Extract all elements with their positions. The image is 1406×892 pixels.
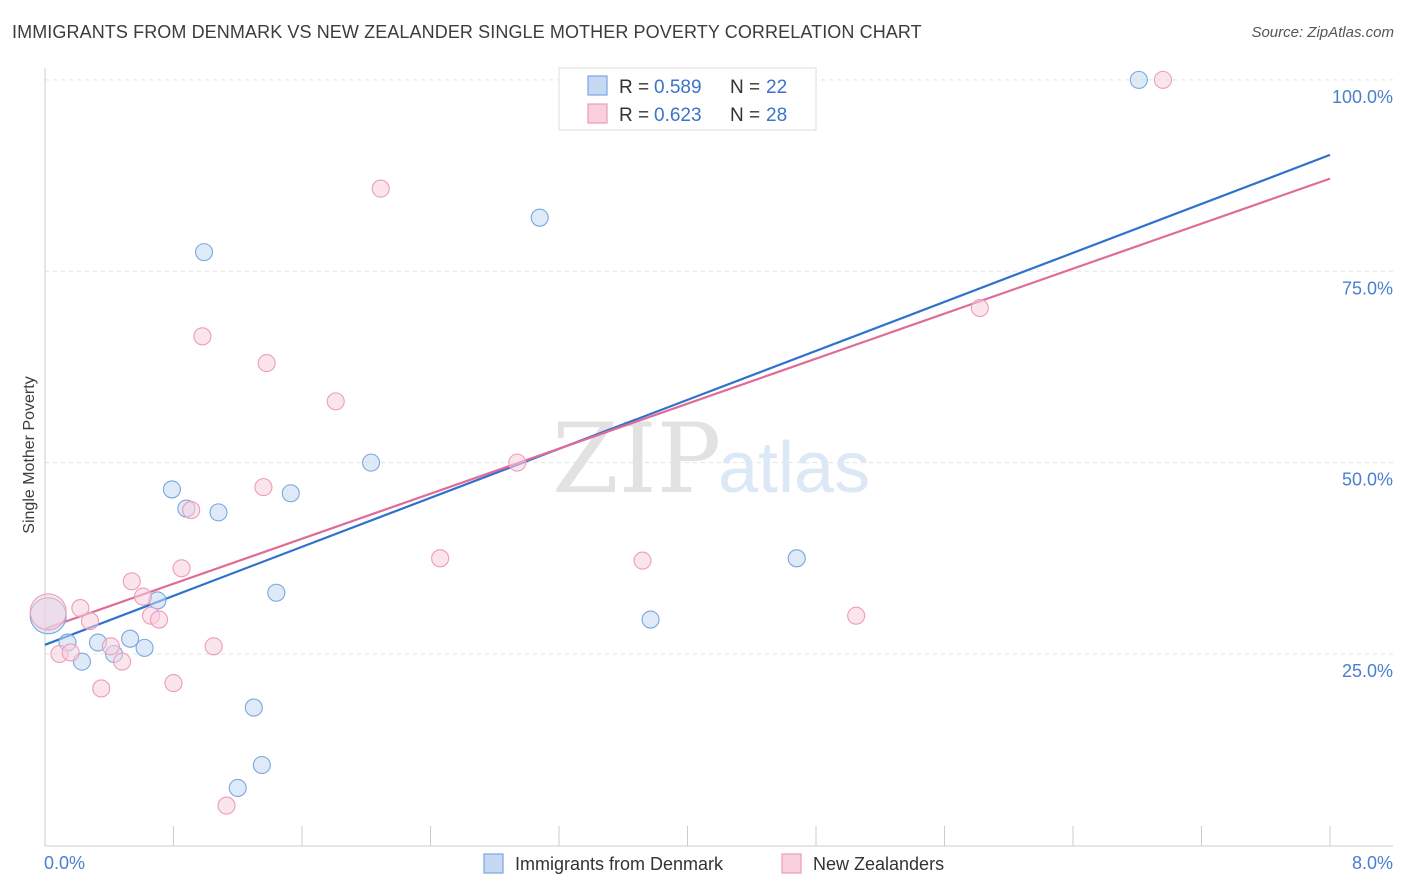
bottom-legend-swatch-new-zealanders	[781, 853, 802, 874]
point-denmark-5	[121, 629, 140, 648]
x-tick-label-max: 8.0%	[1352, 853, 1393, 873]
legend-n-label-denmark: N =	[730, 77, 765, 98]
legend-swatch-denmark	[587, 75, 608, 96]
legend-r-label-denmark: R =	[619, 77, 654, 98]
legend-n-label-new-zealanders: N =	[730, 105, 765, 126]
legend-r-label-new-zealanders: R =	[619, 105, 654, 126]
trend-line-new-zealanders	[44, 177, 1331, 630]
point-new-zealanders-24	[633, 551, 652, 570]
point-new-zealanders-23	[508, 453, 527, 472]
point-new-zealanders-11	[149, 610, 169, 629]
legend-n-value-denmark: 22	[766, 77, 787, 98]
point-new-zealanders-12	[164, 674, 183, 693]
y-tick-label-100: 100.0%	[1332, 87, 1393, 107]
point-denmark-11	[209, 503, 228, 522]
y-axis-label: Single Mother Poverty	[21, 376, 38, 533]
point-denmark-17	[362, 453, 381, 472]
chart-source: Source: ZipAtlas.com	[1251, 24, 1394, 41]
bottom-legend: Immigrants from Denmark New Zealanders	[483, 853, 944, 874]
point-new-zealanders-27	[1153, 70, 1172, 89]
point-new-zealanders-2	[61, 643, 80, 662]
point-new-zealanders-18	[254, 478, 273, 497]
point-new-zealanders-4	[80, 612, 100, 631]
point-new-zealanders-5	[92, 679, 111, 698]
point-new-zealanders-0	[29, 593, 67, 631]
point-new-zealanders-9	[133, 587, 153, 606]
legend-r-value-denmark: 0.589	[654, 77, 702, 98]
legend-swatch-new-zealanders	[587, 103, 608, 124]
point-new-zealanders-19	[257, 354, 276, 373]
point-denmark-20	[787, 549, 806, 568]
point-new-zealanders-21	[371, 179, 390, 198]
y-tick-label-50: 50.0%	[1342, 470, 1393, 490]
point-new-zealanders-13	[172, 559, 191, 578]
point-new-zealanders-14	[182, 501, 201, 520]
point-new-zealanders-25	[847, 606, 866, 625]
point-denmark-16	[281, 484, 300, 503]
y-tick-labels: 25.0% 50.0% 75.0% 100.0%	[1332, 87, 1393, 681]
legend-r-value-new-zealanders: 0.623	[654, 105, 702, 126]
bottom-legend-swatch-denmark	[483, 853, 504, 874]
axis-layer	[44, 68, 1393, 847]
point-denmark-14	[252, 755, 271, 775]
point-new-zealanders-8	[122, 572, 141, 591]
point-denmark-18	[530, 208, 549, 227]
legend-n-value-new-zealanders: 28	[766, 105, 787, 126]
point-new-zealanders-26	[970, 298, 989, 318]
y-tick-label-75: 75.0%	[1342, 278, 1393, 298]
legend-box: R = 0.589 N = 22 R = 0.623 N = 28	[558, 67, 817, 131]
point-new-zealanders-17	[217, 796, 236, 815]
points-layer	[29, 70, 1172, 815]
point-new-zealanders-15	[193, 327, 212, 346]
point-new-zealanders-6	[101, 637, 120, 656]
point-denmark-12	[228, 778, 247, 798]
bottom-legend-label-denmark: Immigrants from Denmark	[515, 854, 724, 874]
point-new-zealanders-7	[113, 652, 132, 671]
point-denmark-8	[162, 480, 181, 499]
point-new-zealanders-16	[204, 637, 223, 656]
point-denmark-21	[1129, 70, 1148, 89]
trend-layer	[44, 153, 1331, 646]
point-denmark-13	[244, 698, 263, 717]
x-tick-label-min: 0.0%	[44, 853, 85, 873]
watermark-atlas: atlas	[718, 428, 870, 508]
y-tick-label-25: 25.0%	[1342, 661, 1393, 681]
grid-layer	[45, 79, 1393, 655]
point-new-zealanders-22	[431, 549, 450, 568]
trend-line-denmark	[44, 153, 1331, 646]
point-denmark-6	[135, 638, 154, 657]
point-denmark-10	[194, 243, 214, 262]
bottom-legend-label-new-zealanders: New Zealanders	[813, 854, 944, 874]
point-new-zealanders-3	[71, 599, 90, 618]
point-denmark-15	[267, 583, 286, 602]
point-new-zealanders-20	[326, 392, 345, 411]
point-denmark-19	[641, 610, 660, 629]
chart-title: IMMIGRANTS FROM DENMARK VS NEW ZEALANDER…	[12, 22, 922, 42]
watermark: ZIP atlas	[552, 403, 870, 515]
